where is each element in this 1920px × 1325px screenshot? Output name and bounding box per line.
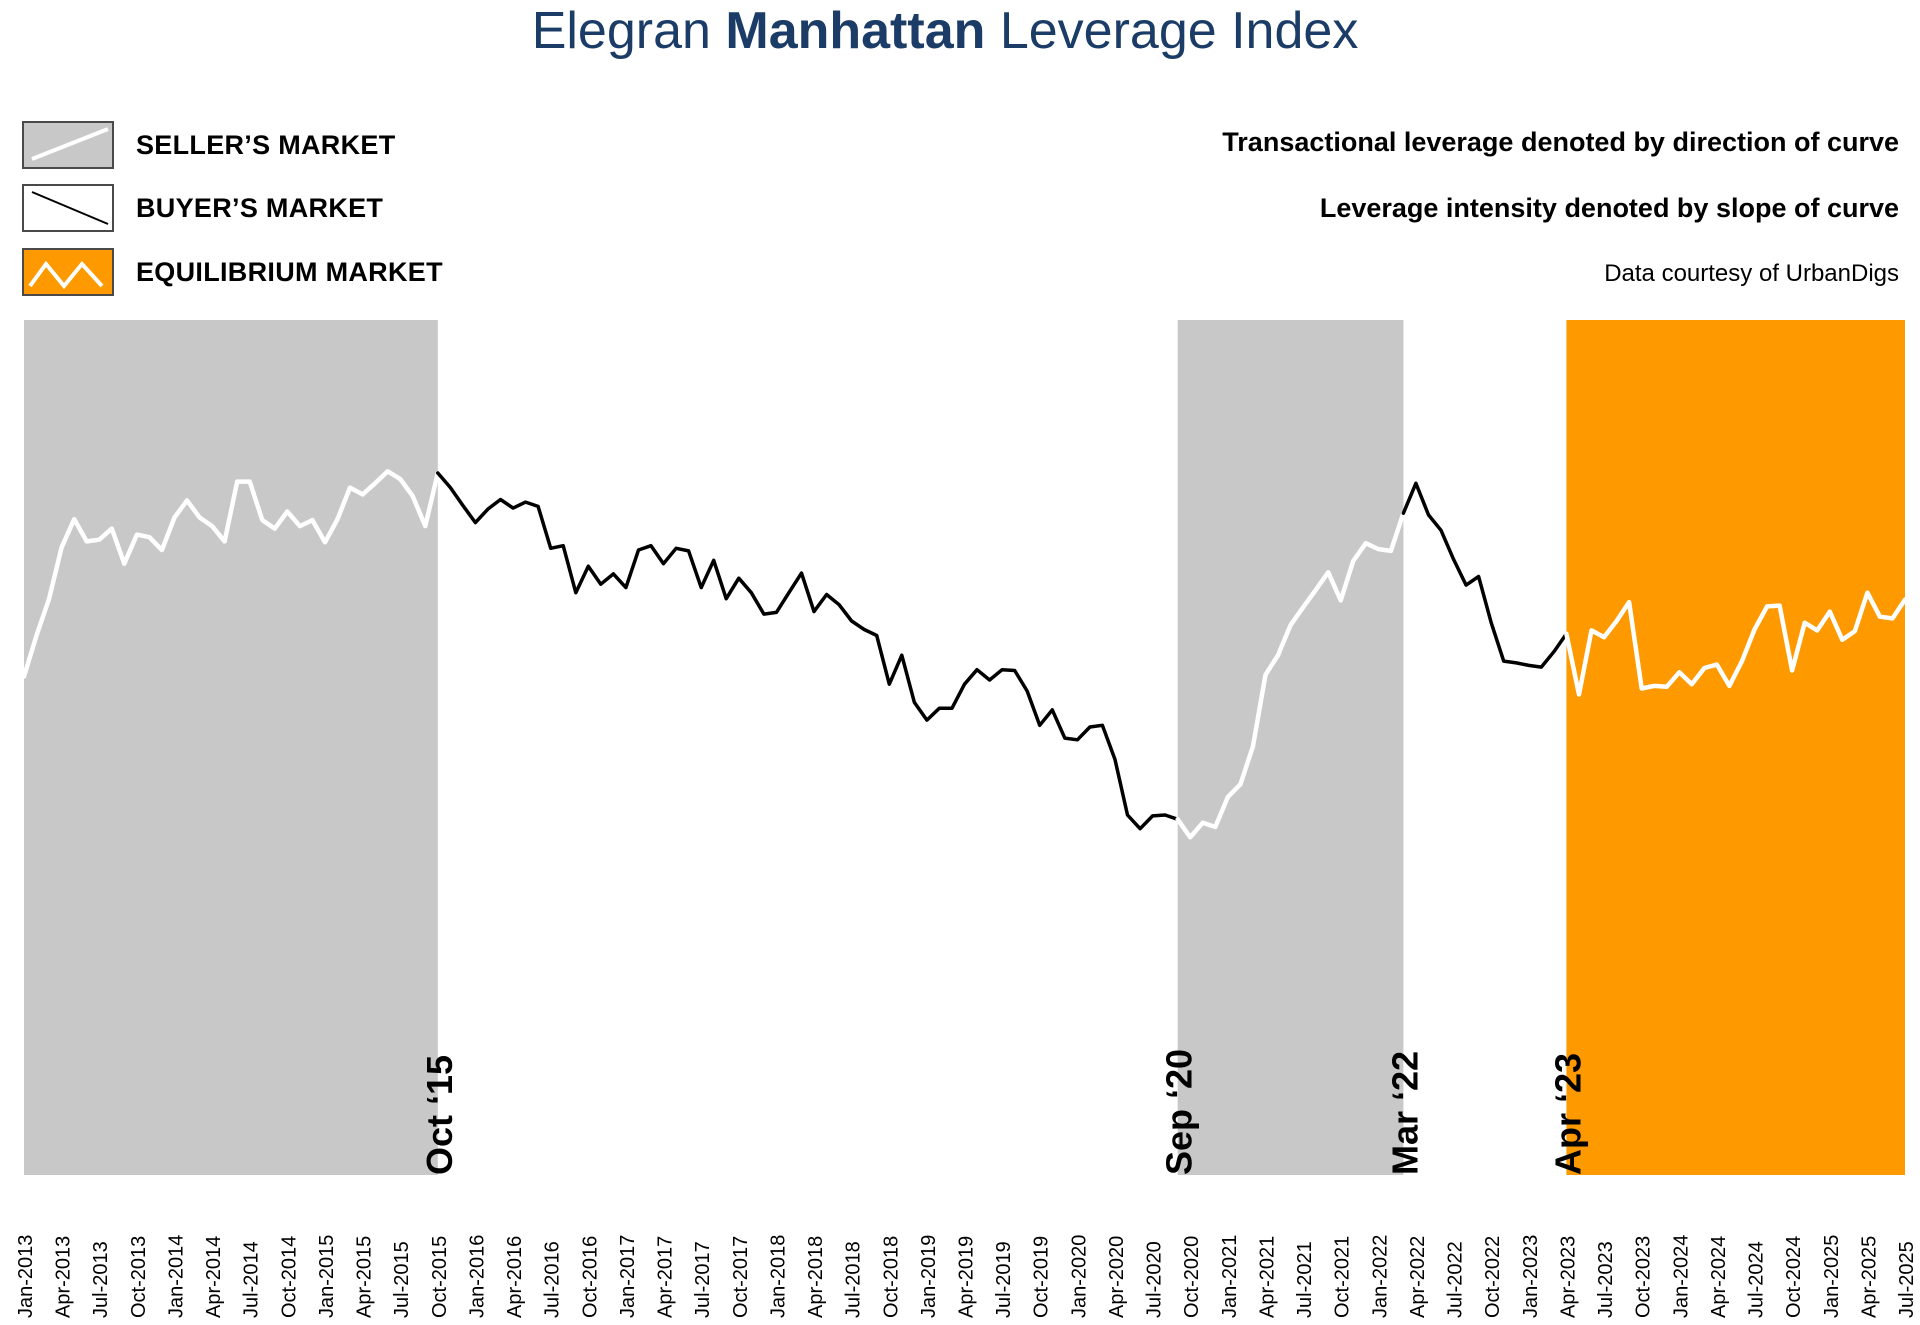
band-equilibrium-4 — [1566, 320, 1905, 1175]
title-prefix: Elegran — [531, 2, 726, 60]
band-seller-2 — [1177, 320, 1404, 1175]
x-tick-label: Oct-2016 — [579, 1236, 601, 1318]
transition-label: Mar ‘22 — [1384, 1051, 1425, 1175]
note-direction: Transactional leverage denoted by direct… — [1222, 127, 1899, 157]
x-tick-label: Jul-2017 — [692, 1241, 714, 1318]
x-tick-label: Oct-2023 — [1633, 1236, 1655, 1318]
legend-item-equilibrium: EQUILIBRIUM MARKET — [22, 248, 443, 296]
x-tick-label: Jul-2024 — [1746, 1241, 1768, 1318]
x-tick-label: Jul-2013 — [90, 1241, 112, 1318]
x-tick-label: Jul-2018 — [843, 1241, 865, 1318]
note-source: Data courtesy of UrbanDigs — [1604, 260, 1899, 287]
series-line-seller-0 — [21, 469, 441, 679]
x-tick-label: Jul-2014 — [241, 1241, 263, 1318]
x-tick-label: Jul-2023 — [1595, 1241, 1617, 1318]
x-tick-label: Apr-2017 — [655, 1236, 677, 1318]
series-line-buyer-1 — [436, 471, 1180, 831]
x-tick-label: Oct-2020 — [1181, 1236, 1203, 1318]
x-tick-label: Jan-2016 — [466, 1235, 488, 1318]
x-tick-label: Apr-2024 — [1708, 1236, 1730, 1318]
x-tick-label: Jul-2025 — [1896, 1241, 1918, 1318]
x-tick-label: Oct-2017 — [730, 1236, 752, 1318]
legend-label-equilibrium: EQUILIBRIUM MARKET — [136, 256, 443, 287]
x-tick-label: Jan-2018 — [767, 1235, 789, 1318]
x-tick-label: Jan-2015 — [316, 1235, 338, 1318]
x-tick-label: Apr-2022 — [1407, 1236, 1429, 1318]
title-bold: Manhattan — [725, 2, 986, 60]
x-tick-label: Oct-2021 — [1332, 1236, 1354, 1318]
x-tick-label: Apr-2025 — [1858, 1236, 1880, 1318]
x-tick-label: Apr-2016 — [504, 1236, 526, 1318]
x-tick-label: Oct-2014 — [278, 1236, 300, 1318]
legend-label-buyer: BUYER’S MARKET — [136, 192, 384, 223]
x-tick-label: Jul-2019 — [993, 1241, 1015, 1318]
x-tick-label: Jan-2017 — [617, 1235, 639, 1318]
chart-title: Elegran Manhattan Leverage Index — [0, 0, 1890, 62]
x-tick-label: Jan-2024 — [1670, 1235, 1692, 1318]
legend-item-buyer: BUYER’S MARKET — [22, 184, 383, 232]
x-tick-label: Jan-2022 — [1369, 1235, 1391, 1318]
x-tick-label: Apr-2020 — [1106, 1236, 1128, 1318]
x-tick-label: Jan-2014 — [166, 1235, 188, 1318]
x-tick-label: Jul-2021 — [1294, 1241, 1316, 1318]
transition-label: Apr ‘23 — [1547, 1053, 1588, 1175]
x-tick-label: Oct-2015 — [429, 1236, 451, 1318]
x-tick-label: Jan-2021 — [1219, 1235, 1241, 1318]
x-tick-label: Oct-2018 — [880, 1236, 902, 1318]
x-tick-label: Jul-2016 — [542, 1241, 564, 1318]
series-line-buyer-3 — [1401, 481, 1569, 669]
x-tick-label: Apr-2015 — [354, 1236, 376, 1318]
legend-label-seller: SELLER’S MARKET — [136, 129, 396, 160]
x-tick-label: Jul-2015 — [391, 1241, 413, 1318]
x-tick-label: Oct-2013 — [128, 1236, 150, 1318]
x-tick-label: Jan-2013 — [15, 1235, 37, 1318]
rising-line-icon — [22, 121, 114, 169]
legend-item-seller: SELLER’S MARKET — [22, 121, 396, 169]
zigzag-line-icon — [22, 248, 114, 296]
x-tick-label: Oct-2019 — [1031, 1236, 1053, 1318]
transition-label: Sep ‘20 — [1159, 1049, 1200, 1175]
transition-label: Oct ‘15 — [419, 1055, 460, 1175]
series-line-seller-2 — [1175, 510, 1406, 840]
x-tick-label: Oct-2022 — [1482, 1236, 1504, 1318]
x-tick-label: Apr-2013 — [53, 1236, 75, 1318]
x-tick-label: Jan-2019 — [918, 1235, 940, 1318]
x-tick-label: Jul-2020 — [1144, 1241, 1166, 1318]
x-tick-label: Apr-2018 — [805, 1236, 827, 1318]
falling-line-icon — [22, 184, 114, 232]
note-slope: Leverage intensity denoted by slope of c… — [1319, 193, 1899, 223]
x-tick-label: Apr-2014 — [203, 1236, 225, 1318]
x-tick-label: Jul-2022 — [1445, 1241, 1467, 1318]
x-tick-label: Oct-2024 — [1783, 1236, 1805, 1318]
band-seller-0 — [24, 320, 438, 1175]
title-suffix: Leverage Index — [985, 2, 1359, 60]
x-tick-label: Jan-2020 — [1068, 1235, 1090, 1318]
series-line-equilibrium-4 — [1564, 590, 1908, 697]
x-tick-label: Jan-2025 — [1821, 1235, 1843, 1318]
x-tick-label: Apr-2021 — [1257, 1236, 1279, 1318]
x-tick-label: Apr-2023 — [1557, 1236, 1579, 1318]
x-tick-label: Jan-2023 — [1520, 1235, 1542, 1318]
x-tick-label: Apr-2019 — [956, 1236, 978, 1318]
